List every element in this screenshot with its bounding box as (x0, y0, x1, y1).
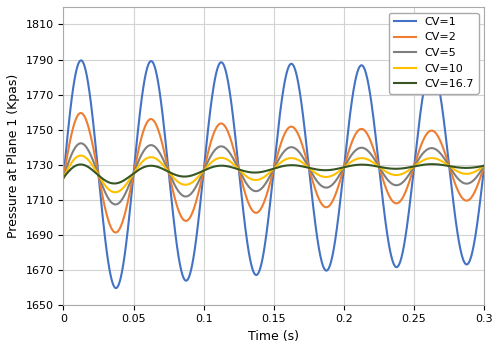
CV=2 (428, 128, 434, 133)
CV=2 (112, 230, 118, 235)
CV=2 (222, 124, 228, 128)
CV=16.7 (429, 162, 435, 166)
CV=1 (473, 228, 479, 232)
CV=1 (108, 278, 114, 282)
CV=2 (473, 187, 479, 191)
CV=1 (78, 58, 84, 63)
CV=10 (240, 172, 246, 176)
CV=5 (481, 164, 487, 168)
CV=16.7 (108, 181, 114, 185)
CV=5 (60, 176, 66, 180)
CV=10 (428, 156, 434, 160)
CV=16.7 (60, 176, 66, 180)
CV=2 (134, 156, 140, 160)
Line: CV=1: CV=1 (64, 61, 484, 288)
CV=10 (112, 190, 118, 194)
CV=5 (428, 146, 434, 150)
Line: CV=5: CV=5 (64, 143, 484, 204)
CV=1 (134, 140, 140, 145)
CV=1 (240, 210, 246, 214)
CV=10 (481, 164, 487, 168)
CV=5 (473, 175, 479, 180)
CV=1 (60, 176, 66, 180)
CV=16.7 (222, 164, 228, 168)
CV=10 (134, 167, 140, 171)
Line: CV=16.7: CV=16.7 (64, 164, 484, 183)
CV=5 (108, 201, 114, 205)
CV=5 (222, 146, 228, 150)
CV=2 (240, 185, 246, 189)
CV=16.7 (112, 181, 117, 186)
Line: CV=2: CV=2 (64, 113, 484, 232)
Line: CV=10: CV=10 (64, 156, 484, 192)
CV=2 (78, 111, 84, 115)
CV=1 (428, 65, 434, 69)
CV=2 (481, 164, 487, 168)
CV=2 (60, 176, 66, 180)
X-axis label: Time (s): Time (s) (248, 330, 300, 343)
CV=10 (60, 176, 66, 180)
CV=1 (222, 66, 228, 71)
CV=1 (113, 286, 119, 290)
CV=5 (112, 202, 118, 206)
CV=10 (78, 154, 84, 158)
Y-axis label: Pressure at Plane 1 (Kpas): Pressure at Plane 1 (Kpas) (7, 74, 20, 238)
CV=16.7 (481, 164, 487, 168)
CV=1 (481, 164, 487, 168)
CV=5 (240, 176, 246, 180)
CV=10 (222, 156, 228, 161)
CV=5 (134, 163, 140, 168)
CV=10 (473, 169, 479, 173)
CV=5 (78, 141, 84, 145)
CV=16.7 (134, 169, 140, 173)
Legend: CV=1, CV=2, CV=5, CV=10, CV=16.7: CV=1, CV=2, CV=5, CV=10, CV=16.7 (389, 13, 478, 93)
CV=2 (108, 226, 114, 231)
CV=16.7 (240, 169, 246, 173)
CV=16.7 (473, 165, 479, 169)
CV=16.7 (428, 162, 434, 166)
CV=10 (108, 189, 114, 194)
